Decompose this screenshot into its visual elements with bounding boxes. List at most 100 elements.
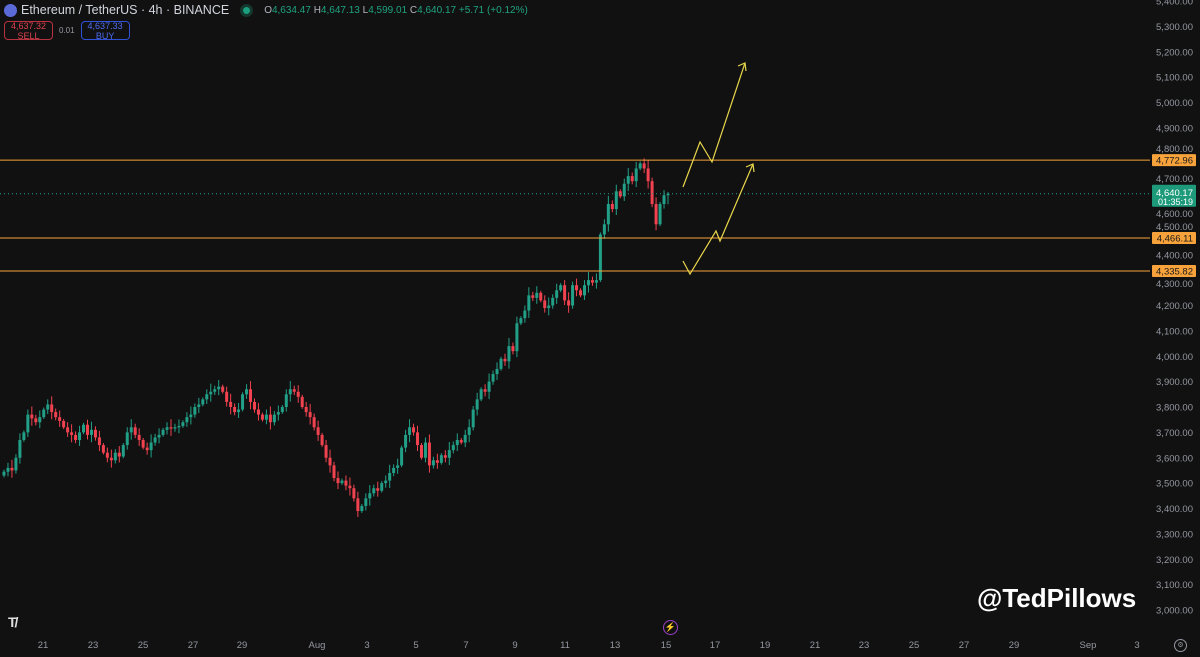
price-tick-label: 3,700.00 <box>1156 428 1193 439</box>
candle-body <box>455 439 459 446</box>
sell-button[interactable]: 4,637.32 SELL <box>4 21 53 40</box>
candle-body <box>93 429 97 438</box>
level-badge-label: 4,772.96 <box>1156 156 1193 167</box>
price-tick-label: 3,000.00 <box>1156 606 1193 617</box>
candle-body <box>392 467 396 473</box>
candle-body <box>252 401 256 410</box>
candle-body <box>622 183 626 197</box>
current-price-badge <box>1152 184 1196 207</box>
candle-body <box>507 346 511 362</box>
lightning-icon[interactable]: ⚡ <box>663 620 678 635</box>
candle-body <box>575 285 579 291</box>
candle-body <box>288 389 292 395</box>
candle-body <box>463 434 467 443</box>
candle-body <box>169 427 173 429</box>
price-tick-label: 5,300.00 <box>1156 22 1193 33</box>
candle-body <box>511 346 515 352</box>
level-badge <box>1152 231 1196 244</box>
candle-body <box>598 234 602 281</box>
candles <box>2 158 670 517</box>
candle-body <box>396 465 400 468</box>
candle-body <box>85 424 89 435</box>
candle-body <box>606 204 610 225</box>
time-tick-label: 27 <box>959 640 970 651</box>
candle-body <box>423 442 427 458</box>
candle-body <box>372 488 376 494</box>
candle-body <box>221 386 225 392</box>
candle-body <box>197 404 201 407</box>
projection-path-lower[interactable] <box>682 163 754 276</box>
candle-body <box>177 426 181 428</box>
price-tick-label: 4,200.00 <box>1156 301 1193 312</box>
candle-body <box>189 414 193 418</box>
candle-body <box>280 407 284 413</box>
candle-body <box>308 412 312 418</box>
candle-body <box>229 401 233 407</box>
candle-body <box>296 391 300 397</box>
candle-body <box>340 480 344 484</box>
candle-body <box>658 204 662 225</box>
trade-panel: 4,637.32 SELL 0.01 4,637.33 BUY <box>4 21 130 40</box>
candle-body <box>348 485 352 489</box>
candle-body <box>50 404 54 413</box>
candle-body <box>125 432 129 446</box>
candle-body <box>495 368 499 375</box>
time-tick-label: 21 <box>810 640 821 651</box>
candle-body <box>97 437 101 446</box>
time-tick-label: 23 <box>88 640 99 651</box>
candle-body <box>101 445 105 453</box>
candle-body <box>376 488 380 491</box>
time-tick-label: 19 <box>760 640 771 651</box>
price-tick-label: 4,100.00 <box>1156 326 1193 337</box>
candle-body <box>62 420 66 428</box>
candle-body <box>447 450 451 458</box>
time-tick-label: 3 <box>364 640 369 651</box>
candle-body <box>70 432 74 435</box>
time-axis: 21 23 25 27 29 Aug 3 5 7 9 11 13 15 17 19 21 23 25 27 29 Sep… <box>38 640 1140 651</box>
candle-body <box>483 389 487 392</box>
tradingview-logo[interactable]: T/ <box>8 614 19 630</box>
price-tick-label: 5,400.00 <box>1156 0 1193 8</box>
candle-body <box>400 447 404 466</box>
candle-body <box>646 168 650 182</box>
candle-body <box>427 442 431 466</box>
candle-body <box>471 409 475 428</box>
candle-body <box>209 391 213 395</box>
candle-body <box>412 427 416 433</box>
symbol-title[interactable]: Ethereum / TetherUS · 4h · BINANCE <box>21 3 230 17</box>
time-tick-label: 9 <box>512 640 517 651</box>
candle-body <box>590 280 594 283</box>
horizontal-levels <box>0 159 1150 272</box>
candle-body <box>594 280 598 283</box>
price-tick-label: 4,900.00 <box>1156 123 1193 134</box>
ethereum-icon <box>4 3 17 17</box>
candle-body <box>2 471 6 476</box>
price-axis: 5,400.00 5,300.00 5,200.00 5,100.00 5,000.00… <box>1156 0 1193 617</box>
candle-body <box>241 394 245 410</box>
time-tick-label: Sep <box>1080 640 1097 651</box>
candle-body <box>666 193 670 196</box>
candle-body <box>30 414 34 419</box>
time-tick-label: 11 <box>560 640 570 651</box>
candle-body <box>384 480 388 484</box>
buy-button[interactable]: 4,637.33 BUY <box>80 21 130 40</box>
candle-body <box>352 488 356 499</box>
gear-icon[interactable]: ⚙ <box>1174 639 1187 652</box>
candle-body <box>89 429 93 435</box>
time-tick-label: 29 <box>237 640 248 651</box>
candle-body <box>579 290 583 296</box>
candle-body <box>459 439 463 443</box>
candle-body <box>213 389 217 392</box>
candle-body <box>586 280 590 286</box>
candle-body <box>439 455 443 463</box>
ohlc-readout: O4,634.47 H4,647.13 L4,599.01 C4,640.17 … <box>264 4 528 16</box>
change: +5.71 (+0.12%) <box>458 4 528 16</box>
candle-body <box>26 414 30 433</box>
projection-path-upper[interactable] <box>682 62 746 188</box>
time-tick-label: 21 <box>38 640 49 651</box>
candle-body <box>360 505 364 512</box>
candle-body <box>58 417 62 421</box>
price-tick-label: 3,400.00 <box>1156 504 1193 515</box>
